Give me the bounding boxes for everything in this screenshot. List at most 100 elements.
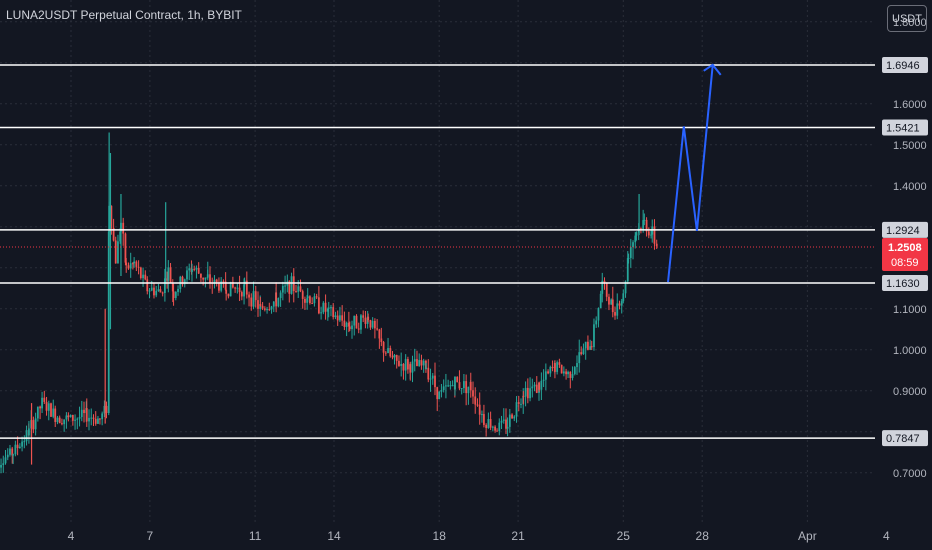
candle-body [454,376,456,390]
currency-button[interactable]: USDT [887,5,927,32]
candle-body [529,388,531,399]
candle-body [599,293,602,309]
level-badge-label: 1.6946 [886,60,920,72]
candle-body [71,414,74,421]
candle-body [56,417,59,422]
candle-body [560,364,563,374]
candle-body [378,329,381,339]
candle-body [371,320,374,328]
candle-body [332,307,335,318]
candle-body [562,371,565,374]
candle-body [505,419,507,429]
candle-body [608,296,610,305]
candle-body [177,288,179,292]
candle-body [268,309,271,311]
candle-body [309,296,311,304]
candle-body [4,457,7,464]
candle-body [589,346,592,350]
candle-body [6,454,9,458]
candle-body [234,287,237,289]
candle-body [513,416,516,419]
candle-body [159,289,162,293]
candle-body [458,382,461,389]
candle-body [186,270,188,280]
candle-body [387,348,389,354]
candle-body [645,219,648,232]
projection-path [667,64,714,283]
candle-body [413,359,416,362]
y-tick-label: 1.8000 [893,17,927,29]
candle-body [472,390,474,397]
current-price-label: 1.2508 [888,242,922,254]
candle-body [565,371,567,375]
candle-body [166,278,169,281]
candle-body [653,226,656,244]
candle-body [58,417,61,424]
candle-body [411,361,414,373]
x-tick-label: 18 [433,529,447,543]
candle-body [502,419,505,421]
x-tick-label: 25 [617,529,631,543]
candle-body [188,268,191,271]
candle-body [114,240,117,264]
y-tick-label: 1.6000 [893,99,927,111]
candle-body [320,312,323,314]
candle-body [220,281,223,291]
candle-body [634,235,637,243]
candle-body [245,280,248,295]
candle-body [301,291,304,299]
candle-body [542,379,545,381]
candle-body [622,293,625,302]
candle-body [163,278,166,293]
candle-body [395,354,398,361]
candle-body [508,414,511,427]
candle-body [498,422,501,432]
candle-body [407,359,409,370]
candle-body [61,423,63,425]
candle-body [632,242,634,248]
candle-body [351,325,353,330]
candle-body [478,404,481,415]
level-badge-label: 1.1630 [886,278,920,290]
candle-body [605,283,608,297]
candle-body [624,281,627,294]
candle-body [380,338,383,343]
candle-body [522,395,525,397]
candle-body [47,403,50,411]
candle-body [254,291,257,301]
candle-body [167,267,170,281]
candle-body [295,291,297,293]
candle-body [169,267,172,283]
candle-body [119,231,122,242]
y-tick-label: 0.9000 [893,386,927,398]
candle-body [88,417,90,422]
candle-body [222,281,225,283]
candle-body [655,243,658,247]
candle-body [322,302,325,313]
candle-body [183,279,186,285]
candle-body [78,417,81,419]
candle-body [9,448,11,455]
level-badge [882,57,928,74]
candle-body [494,426,496,431]
candle-body [647,231,650,236]
candle-body [538,382,541,390]
candle-body [161,292,164,294]
candle-body [124,233,127,263]
candle-body [227,293,230,297]
candle-body [110,205,113,228]
candle-body [238,287,241,293]
candle-body [347,322,350,327]
x-tick-label: 21 [511,529,525,543]
candle-body [32,420,35,430]
candle-body [601,280,604,294]
x-tick-label: 28 [696,529,710,543]
candle-body [2,463,5,465]
y-tick-label: 1.5000 [893,140,927,152]
candle-body [137,266,140,268]
candle-body [313,296,316,304]
candle-body [101,413,104,420]
candle-body [476,404,479,406]
candle-body [193,268,196,270]
